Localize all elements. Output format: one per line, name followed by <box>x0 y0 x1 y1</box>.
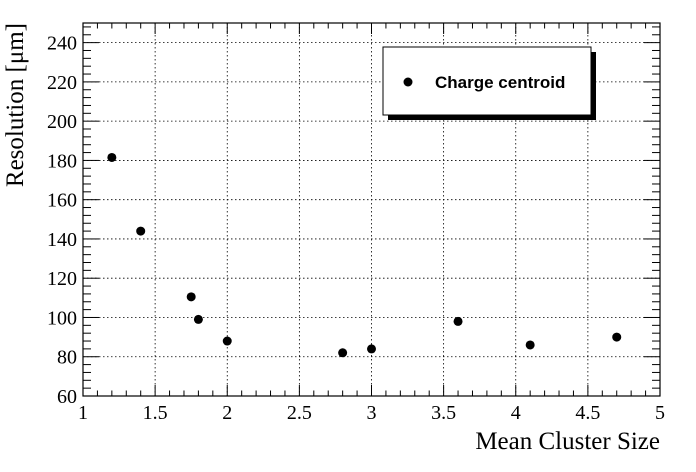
y-tick-label: 160 <box>47 190 77 212</box>
y-tick-label: 180 <box>47 150 77 172</box>
y-tick-labels: 60 80 100 120 140 160 180 200 220 240 <box>47 33 77 408</box>
data-point <box>525 340 535 350</box>
x-tick-label: 4.5 <box>575 402 600 424</box>
data-point <box>136 226 146 236</box>
data-point <box>612 332 622 342</box>
y-tick-label: 200 <box>47 111 77 133</box>
data-point <box>222 336 232 346</box>
legend: Charge centroid <box>382 46 596 120</box>
y-tick-label: 80 <box>57 347 77 369</box>
y-tick-label: 140 <box>47 229 77 251</box>
data-point <box>186 292 196 302</box>
data-point <box>193 314 203 324</box>
x-tick-label: 2 <box>222 402 232 424</box>
x-axis-title: Mean Cluster Size <box>475 428 660 455</box>
grid-lines <box>83 23 660 396</box>
x-tick-label: 5 <box>655 402 665 424</box>
data-point <box>338 348 348 358</box>
legend-box <box>382 46 592 116</box>
y-tick-label: 240 <box>47 33 77 55</box>
x-tick-label: 2.5 <box>287 402 312 424</box>
x-tick-label: 1.5 <box>143 402 168 424</box>
legend-marker <box>403 77 413 87</box>
y-axis-title: Resolution [μm] <box>2 23 29 187</box>
x-tick-labels: 1 1.5 2 2.5 3 3.5 4 4.5 5 <box>78 402 665 424</box>
data-point <box>107 152 117 162</box>
y-tick-label: 220 <box>47 72 77 94</box>
data-point <box>453 316 463 326</box>
x-tick-label: 3.5 <box>431 402 456 424</box>
plot-frame <box>82 22 661 397</box>
x-tick-label: 3 <box>367 402 377 424</box>
legend-label-charge-centroid: Charge centroid <box>435 73 565 92</box>
y-tick-label: 100 <box>47 307 77 329</box>
y-tick-label: 60 <box>57 386 77 408</box>
data-points <box>107 152 622 358</box>
axis-ticks <box>82 23 661 397</box>
x-tick-label: 4 <box>511 402 521 424</box>
x-tick-label: 1 <box>78 402 88 424</box>
data-point <box>367 344 376 354</box>
y-tick-label: 120 <box>47 268 77 290</box>
